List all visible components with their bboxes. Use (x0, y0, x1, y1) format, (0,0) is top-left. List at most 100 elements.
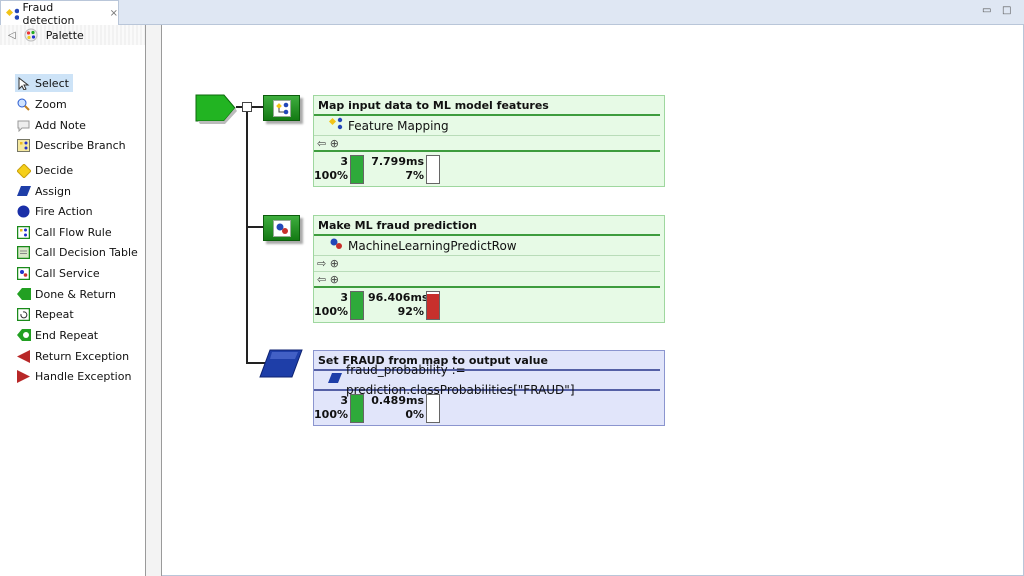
node-detail: fraud_probability := prediction.classPro… (346, 363, 575, 397)
invocation-count: 3 (340, 394, 348, 407)
time-percent: 92% (397, 305, 424, 318)
editor-tab-bar: Fraud detection ⨯ ▭ □ (0, 0, 1024, 27)
node-stats: 3 100% 7.799ms 7% (314, 152, 664, 186)
flow-rule-node-icon[interactable] (263, 95, 300, 121)
palette-item-handle-exception[interactable]: Handle Exception (15, 367, 135, 385)
assign-node-icon[interactable] (258, 349, 304, 379)
port-row[interactable]: ⇨ ⊕ (314, 256, 660, 272)
node-title: Set FRAUD from map to output value (314, 351, 660, 371)
palette-item-end-repeat[interactable]: End Repeat (15, 326, 102, 344)
palette-item-assign[interactable]: Assign (15, 182, 75, 200)
palette-item-add-note[interactable]: Add Note (15, 116, 90, 134)
service-icon (16, 266, 31, 280)
palette-item-label: Done & Return (35, 287, 117, 301)
cursor-icon (17, 76, 30, 91)
palette-title: Palette (45, 28, 84, 42)
palette: ◁ Palette Select Zoom Add Note Describe Bra… (0, 25, 146, 576)
count-bar-fill (351, 395, 363, 422)
count-bar (350, 155, 364, 184)
flow-icon (6, 8, 19, 20)
handle-exception-icon (17, 369, 30, 383)
palette-item-fire-action[interactable]: Fire Action (15, 202, 97, 220)
connector (246, 106, 248, 364)
connector (246, 362, 266, 364)
palette-item-done-return[interactable]: Done & Return (15, 285, 120, 303)
palette-item-describe-branch[interactable]: Describe Branch (15, 136, 130, 154)
flow-node[interactable]: Set FRAUD from map to output value fraud_… (313, 350, 665, 426)
collapse-palette-icon[interactable]: ◁ (8, 29, 16, 41)
branch-icon (17, 138, 30, 152)
invocation-count: 3 (340, 291, 348, 304)
circle-icon (17, 205, 30, 218)
flow-rule-icon (328, 116, 344, 136)
parallelogram-icon (17, 185, 31, 198)
palette-item-label: Add Note (35, 118, 86, 132)
note-icon (17, 119, 30, 132)
invocation-percent: 100% (314, 408, 348, 421)
flow-node[interactable]: Make ML fraud prediction MachineLearningP… (313, 215, 665, 323)
node-stats: 3 100% 0.489ms 0% (314, 391, 664, 425)
node-detail-row[interactable]: Feature Mapping (314, 116, 660, 136)
palette-item-decide[interactable]: Decide (15, 161, 77, 179)
tab-title: Fraud detection (22, 0, 75, 27)
palette-item-label: Zoom (35, 97, 67, 111)
palette-item-label: Call Service (35, 266, 100, 280)
service-node-icon[interactable] (263, 215, 300, 241)
palette-item-label: Return Exception (35, 349, 130, 363)
service-icon (328, 236, 344, 256)
execution-time: 7.799ms (371, 155, 424, 168)
count-bar (350, 394, 364, 423)
node-title: Make ML fraud prediction (314, 216, 660, 236)
diamond-icon (16, 162, 32, 179)
palette-item-label: Call Decision Table (35, 245, 138, 259)
node-detail-row[interactable]: MachineLearningPredictRow (314, 236, 660, 256)
count-bar (350, 291, 364, 320)
palette-item-label: Handle Exception (35, 369, 132, 383)
palette-item-call-flow-rule[interactable]: Call Flow Rule (15, 223, 116, 241)
time-bar-fill (427, 294, 439, 319)
flow-rule-icon (16, 225, 31, 239)
time-bar (426, 394, 440, 423)
maximize-icon[interactable]: □ (1002, 5, 1012, 16)
node-detail: Feature Mapping (348, 118, 449, 133)
palette-item-select[interactable]: Select (15, 74, 73, 92)
palette-item-return-exception[interactable]: Return Exception (15, 347, 133, 365)
done-return-icon (17, 287, 31, 301)
palette-item-label: Assign (35, 184, 71, 198)
time-bar (426, 155, 440, 184)
end-repeat-icon (17, 328, 31, 342)
magnifier-icon (17, 98, 30, 111)
palette-item-repeat[interactable]: Repeat (15, 305, 78, 323)
execution-time: 96.406ms (368, 291, 429, 304)
palette-item-call-service[interactable]: Call Service (15, 264, 104, 282)
assign-icon (328, 370, 342, 390)
time-percent: 0% (405, 408, 424, 421)
palette-item-label: End Repeat (35, 328, 99, 342)
palette-item-label: Decide (35, 163, 74, 177)
palette-item-label: Repeat (35, 307, 74, 321)
junction-handle[interactable] (242, 102, 252, 112)
palette-item-label: Fire Action (35, 204, 93, 218)
time-percent: 7% (405, 169, 424, 182)
invocation-percent: 100% (314, 169, 348, 182)
node-stats: 3 100% 96.406ms 92% (314, 288, 664, 322)
palette-item-label: Select (35, 76, 69, 90)
palette-item-zoom[interactable]: Zoom (15, 95, 71, 113)
port-row[interactable]: ⇦ ⊕ (314, 272, 660, 288)
flow-node[interactable]: Map input data to ML model features Featu… (313, 95, 665, 187)
close-tab-icon[interactable]: ⨯ (109, 8, 118, 19)
node-detail: MachineLearningPredictRow (348, 238, 517, 253)
port-row[interactable]: ⇦ ⊕ (314, 136, 660, 152)
node-detail-row[interactable]: fraud_probability := prediction.classPro… (314, 363, 660, 397)
decision-table-icon (16, 245, 31, 259)
palette-item-call-decision-table[interactable]: Call Decision Table (15, 243, 142, 261)
execution-time: 0.489ms (371, 394, 424, 407)
repeat-icon (16, 307, 31, 321)
invocation-count: 3 (340, 155, 348, 168)
start-node-icon[interactable] (194, 94, 238, 126)
minimize-icon[interactable]: ▭ (982, 5, 992, 16)
palette-icon (24, 28, 38, 42)
tab-fraud-detection[interactable]: Fraud detection ⨯ (0, 0, 119, 27)
palette-splitter[interactable] (145, 25, 162, 576)
palette-item-label: Call Flow Rule (35, 225, 112, 239)
